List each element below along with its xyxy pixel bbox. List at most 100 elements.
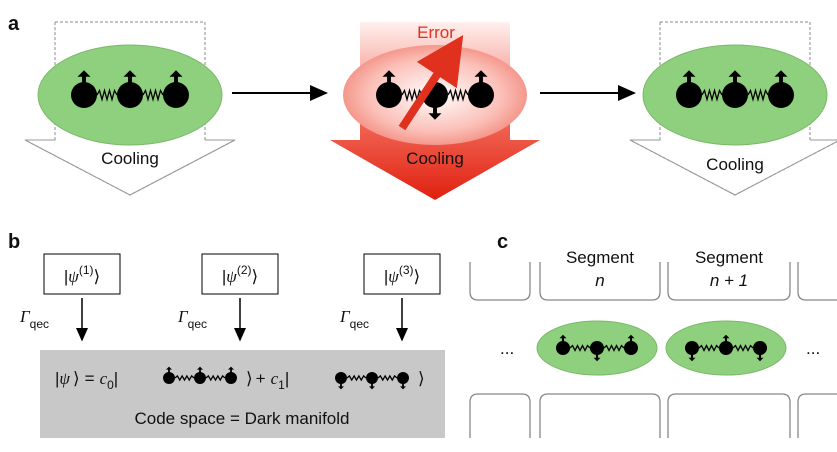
spin-head — [688, 357, 696, 362]
code-space — [40, 350, 445, 438]
sub: qec — [350, 317, 369, 331]
sup: (1) — [79, 263, 94, 277]
plus: + — [256, 369, 266, 388]
bra: | — [55, 369, 59, 388]
panel-label: b — [8, 231, 20, 253]
segment-frame — [797, 262, 837, 301]
arrow-solid — [629, 139, 837, 196]
spin-head — [169, 70, 183, 77]
ket: ⟩ — [418, 369, 425, 388]
ket: ⟩ — [414, 267, 421, 286]
spring — [447, 87, 469, 103]
cooling-label: Cooling — [101, 149, 159, 168]
segment-frame — [667, 393, 791, 438]
spring — [377, 374, 398, 382]
c1: c — [271, 369, 279, 388]
psi: ψ — [68, 267, 79, 286]
panel-label: a — [8, 13, 20, 35]
state-ket: |ψ(1)⟩ — [64, 263, 100, 286]
spring — [747, 87, 769, 103]
rate-label: Γqec — [19, 307, 49, 331]
spin-head — [369, 386, 375, 390]
segment-frame — [539, 262, 661, 301]
c0: c — [100, 369, 108, 388]
equation-left: |ψ ⟩ = c0| — [55, 369, 118, 392]
spin-head — [77, 70, 91, 77]
spring — [346, 374, 367, 382]
spring — [603, 344, 625, 352]
cooling-label: Cooling — [406, 149, 464, 168]
segment-index: n — [595, 271, 604, 290]
spring — [96, 87, 118, 103]
spring — [569, 344, 591, 352]
bra: | — [222, 267, 226, 286]
ket: ⟩ — [73, 369, 80, 388]
spring — [205, 374, 226, 382]
bra: | — [285, 369, 289, 388]
psi: ψ — [226, 267, 237, 286]
cooling-label: Cooling — [706, 155, 764, 174]
c0-sub: 0 — [107, 378, 114, 392]
panel-label: c — [497, 231, 508, 253]
state-box — [201, 253, 279, 295]
bra: | — [64, 267, 68, 286]
state-box — [43, 253, 121, 295]
spring — [174, 374, 195, 382]
ket: ⟩ — [246, 369, 253, 388]
spring — [701, 87, 723, 103]
state-box — [363, 253, 441, 295]
spin-head — [338, 386, 344, 390]
segment-title: Segment — [566, 248, 634, 267]
eq: = — [85, 369, 95, 388]
gamma: Γ — [177, 307, 189, 326]
arrow-solid — [24, 139, 236, 196]
spin-head — [400, 386, 406, 390]
segment-index: n + 1 — [710, 271, 748, 290]
state-ket: |ψ(3)⟩ — [384, 263, 420, 286]
ellipsis: ... — [500, 339, 514, 358]
spin-head — [428, 113, 442, 120]
segment-frame — [539, 393, 661, 438]
state-ket: |ψ(2)⟩ — [222, 263, 258, 286]
sup: (3) — [399, 263, 414, 277]
sub: qec — [188, 317, 207, 331]
spring — [401, 87, 423, 103]
segment-title: Segment — [695, 248, 763, 267]
ket: ⟩ — [252, 267, 259, 286]
psi: ψ — [59, 369, 70, 388]
spin-head — [166, 366, 172, 370]
error-arrow — [398, 34, 464, 131]
spin-head — [722, 334, 730, 339]
bra: | — [114, 369, 118, 388]
sub: qec — [30, 317, 49, 331]
spin-head — [756, 357, 764, 362]
caption: Code space = Dark manifold — [135, 409, 350, 428]
c1-sub: 1 — [278, 378, 285, 392]
spring — [142, 87, 164, 103]
equation-mid: ⟩ + c1| — [246, 369, 289, 392]
gamma: Γ — [19, 307, 31, 326]
spin-head — [559, 334, 567, 339]
spin-head — [627, 334, 635, 339]
gamma: Γ — [339, 307, 351, 326]
segment-frame — [797, 393, 837, 438]
spin-head — [197, 366, 203, 370]
ket: ⟩ — [94, 267, 101, 286]
spin-head — [593, 357, 601, 362]
spin-head — [123, 70, 137, 77]
psi: ψ — [388, 267, 399, 286]
spin-head — [474, 70, 488, 77]
segment-frame — [469, 393, 531, 438]
sup: (2) — [237, 263, 252, 277]
ellipsis: ... — [806, 339, 820, 358]
bra: | — [384, 267, 388, 286]
spin-head — [682, 70, 696, 77]
segment-frame — [667, 262, 791, 301]
rate-label: Γqec — [177, 307, 207, 331]
spin-head — [382, 70, 396, 77]
spin-head — [774, 70, 788, 77]
spin-head — [728, 70, 742, 77]
spin-head — [228, 366, 234, 370]
